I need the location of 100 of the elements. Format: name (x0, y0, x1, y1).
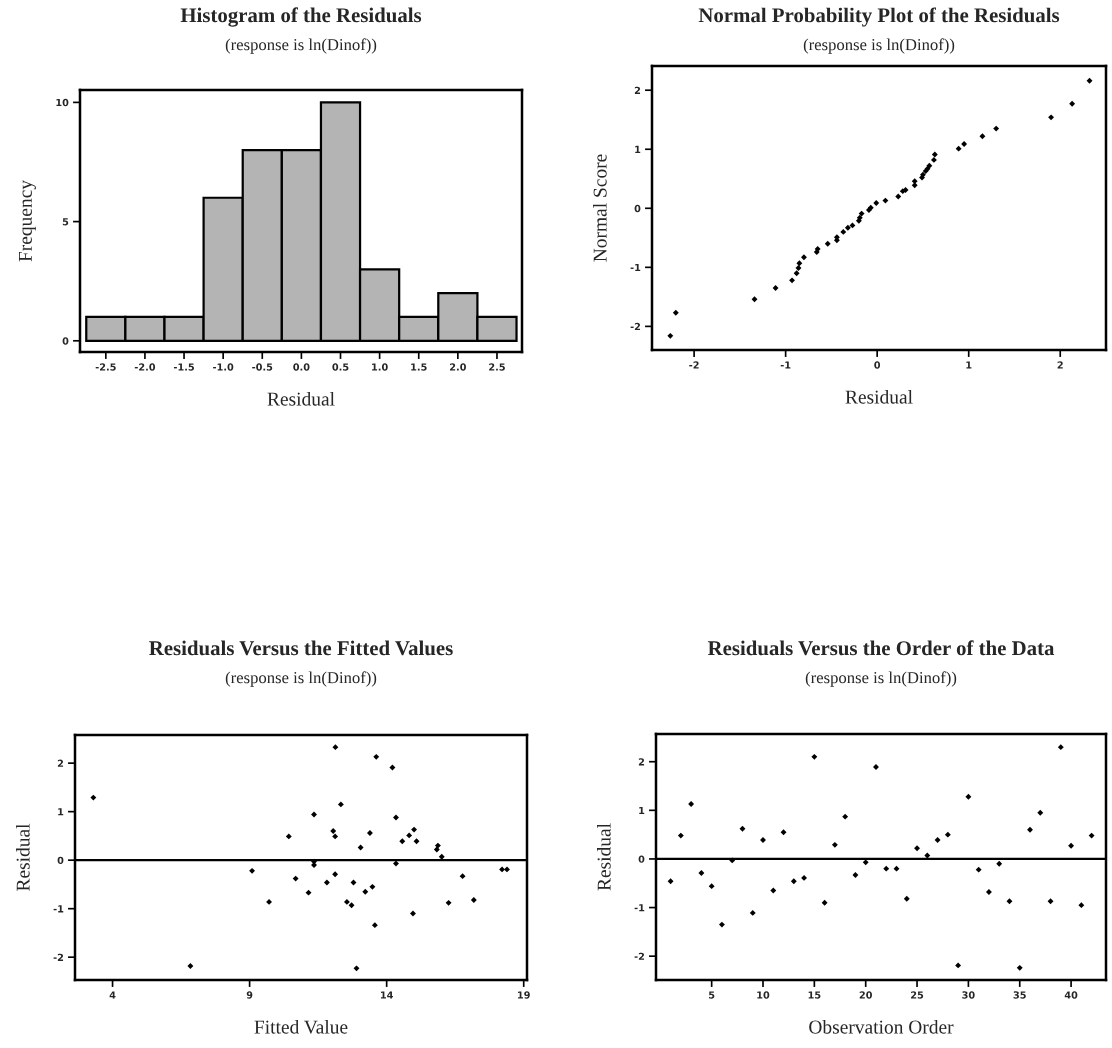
x-axis-title: Residual (267, 391, 335, 406)
x-tick-label: 2.0 (450, 363, 466, 371)
point (369, 883, 376, 890)
point (873, 200, 880, 206)
point (944, 831, 951, 838)
point (470, 897, 477, 903)
point (332, 744, 339, 751)
y-tick-label: -2 (634, 952, 645, 960)
point (796, 260, 803, 267)
x-tick-label: 1.0 (372, 363, 388, 371)
x-tick-label: 20 (859, 991, 872, 999)
y-tick-label: -1 (630, 263, 641, 272)
point (323, 879, 330, 886)
point (840, 228, 847, 235)
point (1057, 744, 1064, 751)
point (842, 813, 849, 820)
point (801, 254, 807, 261)
point (411, 826, 418, 833)
point (332, 871, 339, 878)
y-tick-label: 5 (62, 218, 69, 226)
point (708, 883, 715, 890)
point (667, 878, 674, 885)
x-tick-label: -1.0 (213, 363, 234, 371)
x-tick-label: 0.5 (332, 363, 349, 371)
y-tick-label: -1 (53, 905, 64, 913)
point (911, 178, 918, 185)
x-tick-label: 10 (757, 991, 770, 999)
point (433, 846, 440, 853)
chart-subtitle: (response is ln(Dinof)) (225, 671, 377, 687)
x-axis-title: Observation Order (809, 1019, 954, 1034)
x-tick-label: 19 (518, 991, 530, 999)
y-axis-title: Residual (16, 823, 30, 891)
point (1006, 898, 1013, 905)
point (285, 833, 292, 840)
x-tick-label: 4 (109, 991, 116, 999)
point (688, 801, 695, 807)
point (789, 277, 795, 284)
point (393, 814, 399, 821)
point (751, 296, 758, 303)
point (790, 878, 797, 885)
point (1078, 902, 1085, 909)
x-tick-label: -1.5 (173, 363, 194, 371)
y-tick-label: -2 (53, 953, 64, 961)
point (90, 794, 97, 801)
point (934, 837, 941, 843)
x-tick-label: 40 (1064, 991, 1078, 999)
point (955, 962, 962, 969)
point (698, 870, 705, 876)
x-tick-label: 0.0 (293, 363, 310, 371)
chart-subtitle: (response is ln(Dinof)) (805, 671, 957, 687)
x-tick-label: -1 (780, 361, 791, 369)
y-tick-label: 1 (639, 806, 645, 815)
y-tick-label: 2 (638, 758, 645, 766)
y-tick-label: 0 (638, 855, 645, 863)
x-axis-title: Fitted Value (254, 1019, 348, 1034)
y-tick-label: 2 (634, 86, 641, 94)
point (795, 264, 802, 271)
x-tick-label: 25 (911, 991, 924, 999)
point (337, 801, 344, 808)
point (895, 193, 902, 200)
point (504, 866, 510, 873)
point (924, 852, 931, 859)
chart-title: Residuals Versus the Fitted Values (149, 640, 453, 656)
point (406, 832, 413, 839)
point (332, 833, 339, 840)
x-tick-label: 5 (709, 991, 715, 999)
point (852, 872, 859, 878)
point (445, 899, 452, 906)
x-tick-label: 2.5 (489, 363, 505, 371)
point (357, 844, 364, 851)
point (965, 793, 972, 800)
point (914, 845, 920, 852)
y-tick-label: 0 (57, 856, 64, 864)
point (373, 753, 380, 760)
y-tick-label: 2 (57, 759, 64, 767)
point (187, 962, 194, 969)
point (979, 133, 986, 140)
point (1027, 826, 1033, 833)
point (1048, 114, 1055, 121)
point (749, 909, 756, 916)
point (413, 838, 420, 845)
point (811, 753, 818, 760)
y-tick-label: 1 (635, 145, 641, 153)
y-tick-label: -1 (634, 904, 645, 912)
point (393, 860, 399, 867)
point (780, 829, 787, 836)
x-tick-label: 1.5 (411, 363, 427, 371)
point (1016, 964, 1023, 971)
chart-title: Histogram of the Residuals (180, 7, 422, 27)
y-axis-title: Normal Score (593, 154, 607, 262)
point (366, 830, 373, 836)
point (1047, 898, 1054, 905)
point (330, 828, 337, 835)
point (770, 887, 777, 894)
point (459, 873, 466, 880)
y-axis-title: Residual (597, 823, 611, 891)
point (793, 270, 800, 277)
point (772, 285, 779, 291)
point (931, 151, 938, 158)
point (1069, 100, 1076, 107)
